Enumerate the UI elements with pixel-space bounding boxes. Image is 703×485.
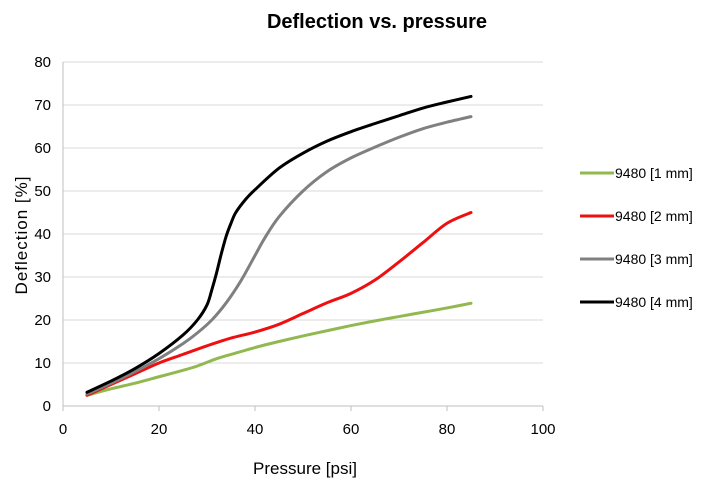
legend-label: 9480 [4 mm] [615,294,693,310]
legend-label: 9480 [2 mm] [615,208,693,224]
y-tick-label: 40 [34,226,51,243]
legend: 9480 [1 mm] 9480 [2 mm] 9480 [3 mm] 9480 [4… [580,165,693,310]
legend-label: 9480 [1 mm] [615,165,693,181]
x-axis-label: Pressure [psi] [253,459,357,478]
legend-item: 9480 [3 mm] [580,251,693,267]
y-tick-label: 80 [34,54,51,71]
y-tick-label: 0 [43,398,51,415]
chart-title: Deflection vs. pressure [267,11,487,33]
x-tick-label: 20 [151,421,168,438]
series-line-9480-2-mm [85,211,473,397]
y-tick-label: 20 [34,312,51,329]
x-tick-label: 40 [247,421,264,438]
series-line-9480-3-mm [85,115,473,396]
legend-label: 9480 [3 mm] [615,251,693,267]
x-tick-label: 60 [343,421,360,438]
y-tick-label: 10 [34,355,51,372]
y-axis-label: Deflection [%] [12,176,31,295]
legend-item: 9480 [2 mm] [580,208,693,224]
y-tick-label: 30 [34,269,51,286]
y-tick-label: 50 [34,183,51,200]
x-tick-label: 80 [439,421,456,438]
x-tick-label: 0 [59,421,67,438]
y-tick-label: 70 [34,97,51,114]
axes [62,62,544,411]
y-axis-ticks: 0 10 20 30 40 50 60 70 80 [34,54,51,415]
x-axis-ticks: 0 20 40 60 80 100 [59,421,556,438]
y-tick-label: 60 [34,140,51,157]
x-tick-label: 100 [530,421,555,438]
series-lines [85,94,473,397]
legend-item: 9480 [1 mm] [580,165,693,181]
series-line-9480-4-mm [85,94,473,394]
series-line-9480-1-mm [85,301,473,397]
legend-item: 9480 [4 mm] [580,294,693,310]
